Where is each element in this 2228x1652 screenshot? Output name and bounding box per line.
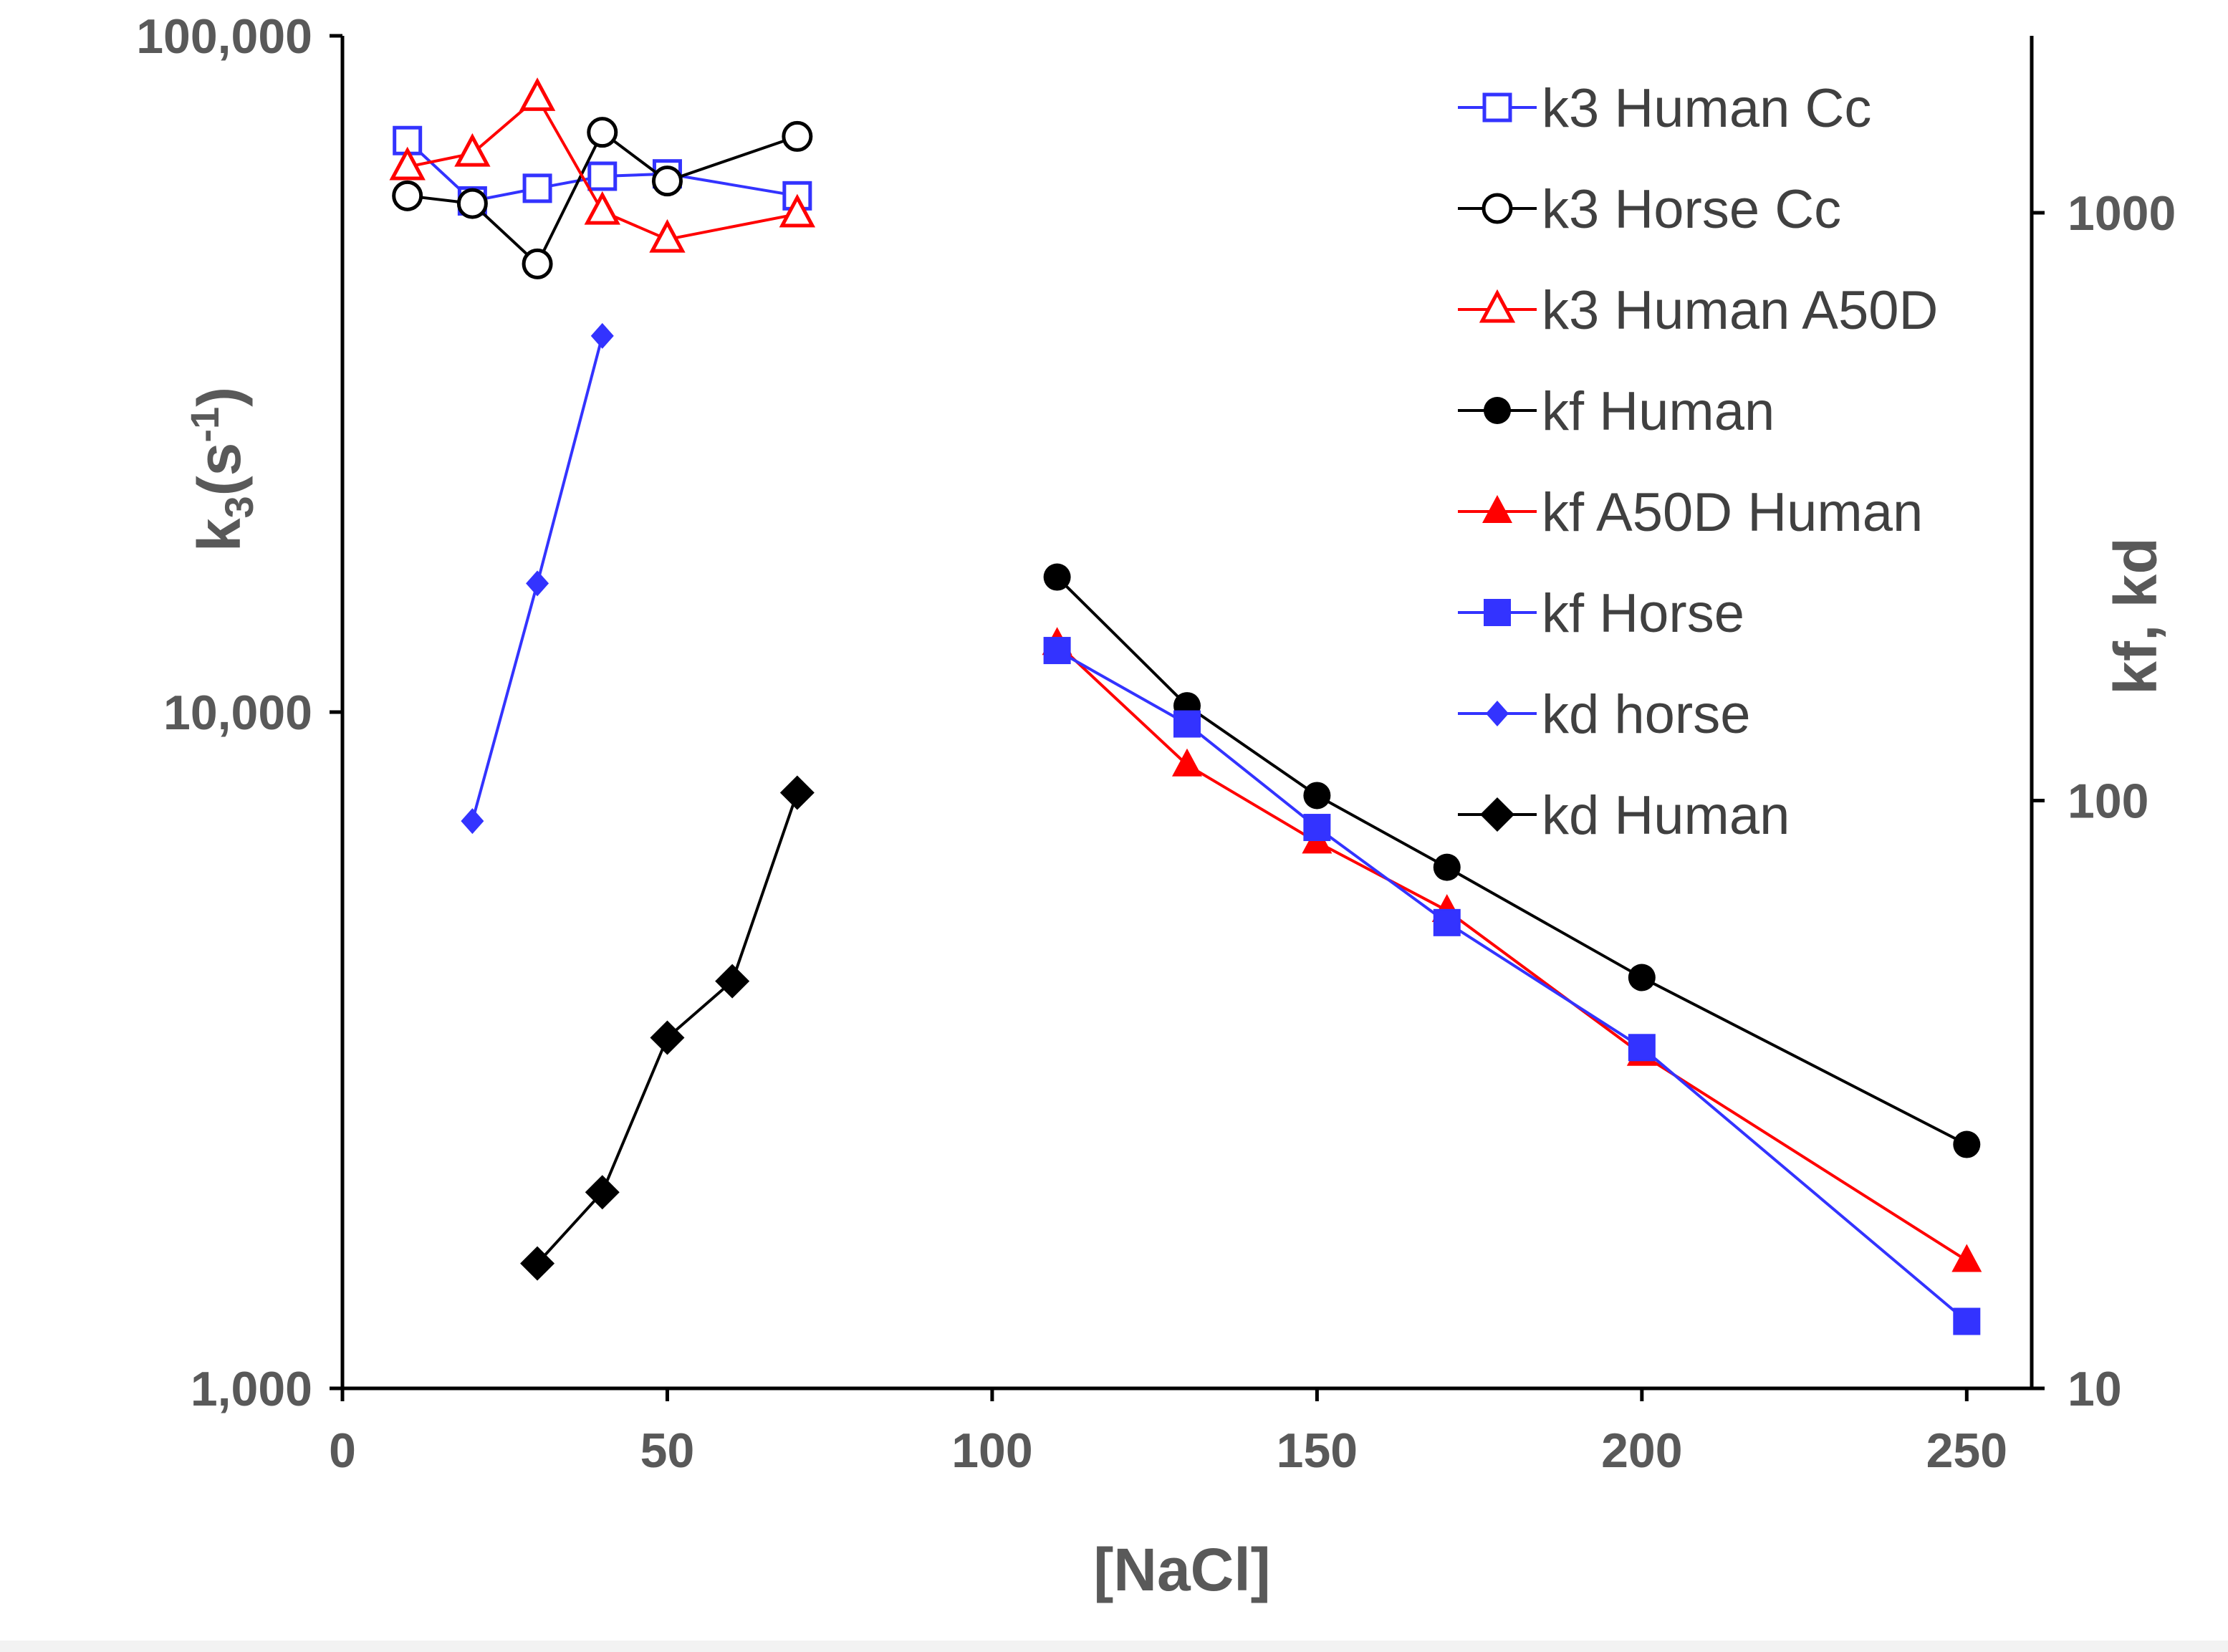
x-tick-label: 150 — [1277, 1423, 1358, 1478]
series-k3-human-a50d — [389, 77, 816, 253]
legend-label: k3 Human Cc — [1542, 78, 1871, 139]
legend-item: kf Human — [1458, 381, 1775, 442]
x-tick-label: 0 — [329, 1423, 356, 1478]
data-point — [1043, 637, 1071, 665]
legend-label: kf Horse — [1542, 583, 1744, 644]
legend-item: k3 Human A50D — [1458, 280, 1938, 341]
y-axis-title-superscript: -1 — [182, 407, 227, 443]
data-point — [587, 161, 618, 191]
legend-marker — [1486, 701, 1509, 726]
y2-tick-label: 1000 — [2068, 186, 2176, 241]
data-point — [1173, 710, 1201, 738]
data-point — [779, 775, 815, 810]
legend: k3 Human Cc k3 Horse Cc k3 Human A50D kf Hu… — [1458, 78, 1938, 846]
series-k3-horse-cc — [392, 117, 813, 279]
data-point — [389, 146, 426, 181]
data-point — [651, 165, 683, 197]
data-point — [456, 188, 488, 219]
series-kd-human — [520, 775, 815, 1281]
y2-tick-label: 100 — [2068, 774, 2148, 828]
legend-marker — [1482, 193, 1513, 224]
legend-item: k3 Horse Cc — [1458, 179, 1841, 240]
legend-item: kf A50D Human — [1458, 482, 1923, 543]
y-axis-title-subscript: 3 — [216, 496, 261, 518]
legend-item: kd Human — [1458, 785, 1790, 846]
y-tick-label: 1,000 — [191, 1362, 312, 1416]
data-point — [520, 1246, 555, 1281]
y-axis-title-main: k — [186, 518, 253, 552]
legend-label: kd Human — [1542, 785, 1790, 846]
legend-marker — [1482, 495, 1512, 523]
data-point — [1303, 782, 1331, 810]
data-point — [1953, 1130, 1981, 1158]
data-point — [1043, 563, 1071, 591]
legend-label: k3 Horse Cc — [1542, 179, 1841, 240]
legend-item: kf Horse — [1458, 583, 1744, 644]
data-point — [1628, 964, 1656, 991]
legend-item: k3 Human Cc — [1458, 78, 1871, 139]
data-point — [1303, 814, 1331, 842]
y2-tick-label: 10 — [2068, 1362, 2122, 1416]
data-point — [1951, 1244, 1982, 1272]
series-line — [1056, 576, 1968, 1146]
y2-axis-title: kf, kd — [2102, 537, 2169, 694]
data-point — [392, 180, 423, 211]
data-point — [1628, 1034, 1656, 1062]
axes: 0 50 100 150 200 250 1,000 10,000 100,000 10 100 10… — [136, 9, 2176, 1478]
data-point — [584, 191, 620, 225]
legend-marker — [1480, 797, 1514, 832]
y-tick-label: 10,000 — [163, 686, 312, 740]
data-point — [522, 173, 552, 203]
data-point — [454, 133, 491, 167]
y-axis-title-mid: (s — [186, 443, 253, 496]
series-layer — [389, 77, 1982, 1335]
data-point — [519, 77, 556, 111]
bottom-strip — [0, 1641, 2228, 1652]
x-axis-title: [NaCl] — [1093, 1536, 1270, 1603]
x-tick-label: 100 — [951, 1423, 1032, 1478]
series-line — [1056, 649, 1968, 1323]
data-point — [1433, 908, 1461, 936]
data-point — [522, 248, 553, 279]
y-axis-title-end: ) — [186, 387, 253, 407]
series-kf-horse — [1043, 637, 1981, 1335]
data-point — [1172, 748, 1202, 777]
data-point — [461, 808, 484, 835]
data-point — [526, 570, 549, 597]
legend-marker — [1479, 289, 1516, 323]
legend-marker — [1482, 92, 1512, 123]
series-kf-human — [1043, 563, 1981, 1158]
legend-marker — [1484, 599, 1511, 626]
x-tick-label: 200 — [1601, 1423, 1682, 1478]
data-point — [590, 322, 614, 349]
data-point — [715, 964, 750, 999]
legend-label: k3 Human A50D — [1542, 280, 1938, 341]
series-kd-horse — [461, 322, 614, 835]
legend-item: kd horse — [1458, 684, 1751, 745]
y-axis-title: k3(s-1) — [182, 387, 261, 552]
data-point — [779, 193, 816, 228]
x-tick-label: 50 — [640, 1423, 695, 1478]
legend-label: kd horse — [1542, 684, 1751, 745]
data-point — [649, 218, 686, 253]
legend-label: kf Human — [1542, 381, 1775, 442]
legend-label: kf A50D Human — [1542, 482, 1923, 543]
data-point — [782, 120, 813, 152]
data-point — [1433, 853, 1461, 881]
data-point — [585, 1175, 620, 1210]
y-tick-label: 100,000 — [136, 9, 312, 64]
data-point — [1953, 1307, 1981, 1335]
data-point — [650, 1020, 685, 1055]
x-tick-label: 250 — [1926, 1423, 2007, 1478]
legend-marker — [1484, 397, 1511, 424]
data-point — [587, 117, 618, 148]
